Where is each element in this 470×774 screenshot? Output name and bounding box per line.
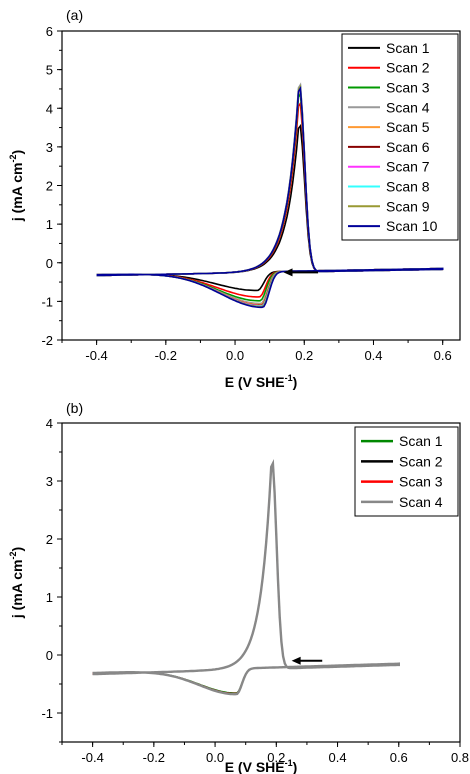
y-tick-label: 2 [46, 532, 53, 547]
legend-label: Scan 10 [386, 218, 438, 234]
y-tick-label: 1 [46, 217, 53, 232]
x-axis-label-end: ) [293, 374, 298, 390]
x-axis-label: E (V SHE-1) [225, 758, 298, 774]
y-axis-label-main: j (mA cm [9, 163, 25, 223]
plot-frame [61, 422, 461, 743]
y-tick-label: -1 [41, 294, 53, 309]
x-tick-label: 0.2 [295, 348, 313, 363]
y-axis-label: j (mA cm-2) [8, 547, 25, 619]
legend-label: Scan 1 [386, 40, 430, 56]
x-tick-label: 0.4 [328, 750, 346, 765]
x-tick-label: -0.4 [81, 750, 103, 765]
series-line-3 [92, 460, 400, 695]
legend-label: Scan 7 [386, 159, 430, 175]
legend-label: Scan 3 [386, 80, 430, 96]
x-tick-label: -0.2 [155, 348, 177, 363]
panel-label: (b) [66, 400, 83, 416]
arrow-head [291, 656, 301, 665]
y-axis-label-main: j (mA cm [9, 560, 25, 620]
x-tick-label: 0.8 [451, 750, 469, 765]
y-tick-label: -1 [41, 706, 53, 721]
legend-label: Scan 5 [386, 119, 430, 135]
x-axis-label-sup: -1 [285, 373, 293, 383]
x-tick-label: -0.2 [143, 750, 165, 765]
x-tick-label: 0.0 [226, 348, 244, 363]
x-tick-label: 0.0 [206, 750, 224, 765]
series-line-4 [92, 458, 400, 696]
x-axis-label: E (V SHE-1) [225, 373, 298, 390]
x-tick-label: 0.2 [267, 750, 285, 765]
panel-label: (a) [66, 7, 83, 23]
legend-label: Scan 9 [386, 198, 430, 214]
legend-label: Scan 6 [386, 139, 430, 155]
x-axis-label-main: E (V SHE [225, 759, 285, 774]
y-tick-label: 4 [46, 416, 53, 431]
x-tick-label: 0.6 [390, 750, 408, 765]
x-tick-label: -0.4 [85, 348, 107, 363]
legend-label: Scan 8 [386, 179, 430, 195]
y-tick-label: -2 [41, 333, 53, 348]
series-line-10 [96, 85, 444, 309]
y-axis-label-end: ) [9, 547, 25, 552]
y-axis-label-end: ) [9, 150, 25, 155]
y-tick-label: 3 [46, 474, 53, 489]
x-tick-label: 0.4 [364, 348, 382, 363]
y-tick-label: 0 [46, 256, 53, 271]
y-tick-label: 4 [46, 101, 53, 116]
y-tick-label: 0 [46, 648, 53, 663]
x-axis-label-main: E (V SHE [225, 374, 285, 390]
series-line-1 [92, 460, 400, 694]
legend-label: Scan 3 [399, 474, 443, 490]
y-tick-label: 3 [46, 140, 53, 155]
x-axis-label-end: ) [293, 759, 298, 774]
legend-label: Scan 2 [399, 453, 443, 469]
plot-area [96, 82, 444, 309]
y-tick-label: 6 [46, 24, 53, 39]
x-tick-label: 0.6 [434, 348, 452, 363]
y-tick-label: 5 [46, 63, 53, 78]
plot-area [92, 458, 400, 696]
y-tick-label: 1 [46, 590, 53, 605]
legend-label: Scan 4 [399, 494, 443, 510]
arrow-head [283, 268, 293, 277]
series-line-2 [92, 460, 400, 695]
legend-label: Scan 2 [386, 60, 430, 76]
x-axis-label-sup: -1 [285, 758, 293, 768]
y-tick-label: 2 [46, 179, 53, 194]
panel-a: -0.4 -0.2 0.0 0.2 0.4 0.6 -2 -1 0 1 2 3 4 5 6 (a) E (V S… [8, 7, 461, 390]
legend-label: Scan 1 [399, 433, 443, 449]
panel-b: -0.4 -0.2 0.0 0.2 0.4 0.6 0.8 -1 0 1 2 3 4 (b) E (V SH… [8, 400, 469, 774]
legend-label: Scan 4 [386, 99, 430, 115]
y-axis-label-sup: -2 [8, 552, 18, 560]
y-axis-label: j (mA cm-2) [8, 150, 25, 222]
y-axis-label-sup: -2 [8, 155, 18, 163]
